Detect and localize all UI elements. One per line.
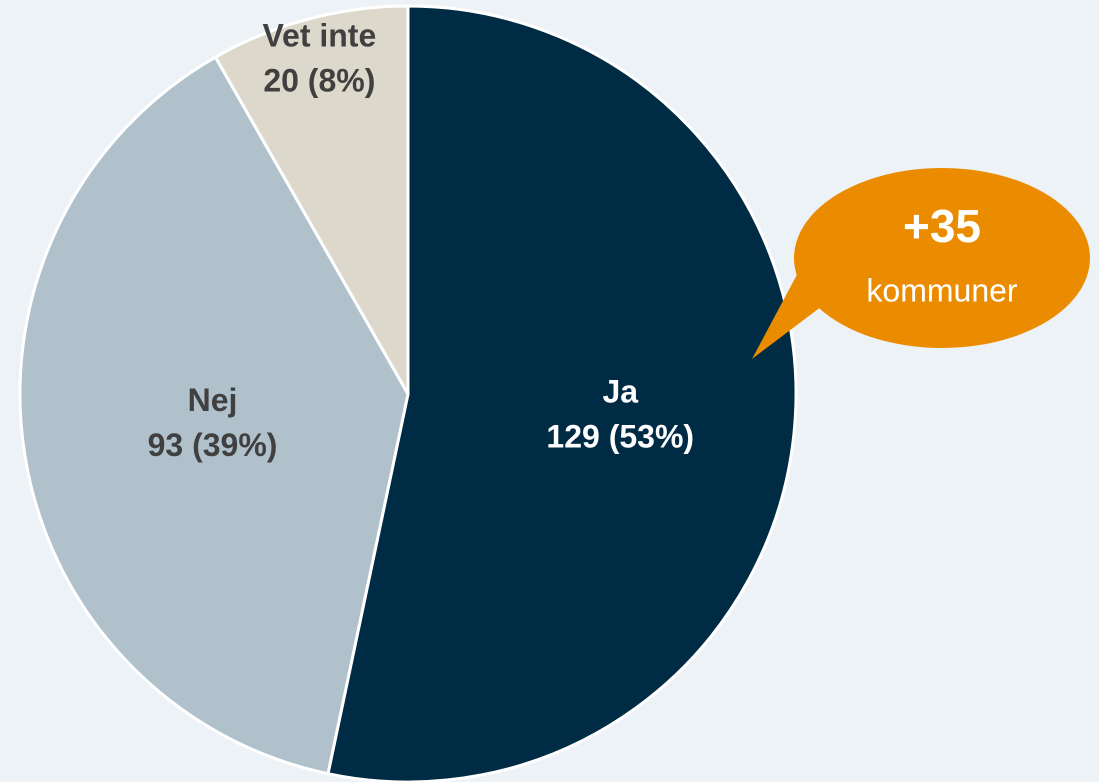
- pie-slice: [213, 4, 410, 396]
- slice-value-label: 20 (8%): [263, 63, 375, 99]
- callout-bubble: [752, 168, 1091, 359]
- slice-value-label: 93 (39%): [148, 427, 278, 463]
- slice-value-label: 129 (53%): [546, 419, 694, 455]
- slice-category-label: Vet inte: [262, 18, 376, 54]
- pie: [18, 4, 798, 782]
- callout: +35 kommuner: [752, 168, 1091, 359]
- slice-category-label: Ja: [602, 374, 638, 410]
- callout-text: kommuner: [866, 272, 1018, 308]
- slice-category-label: Nej: [188, 382, 238, 418]
- pie-slice: [18, 55, 410, 776]
- callout-headline: +35: [903, 200, 981, 252]
- pie-slice: [326, 4, 798, 782]
- labels: Ja 129 (53%) Nej 93 (39%) Vet inte 20 (8%): [148, 18, 694, 463]
